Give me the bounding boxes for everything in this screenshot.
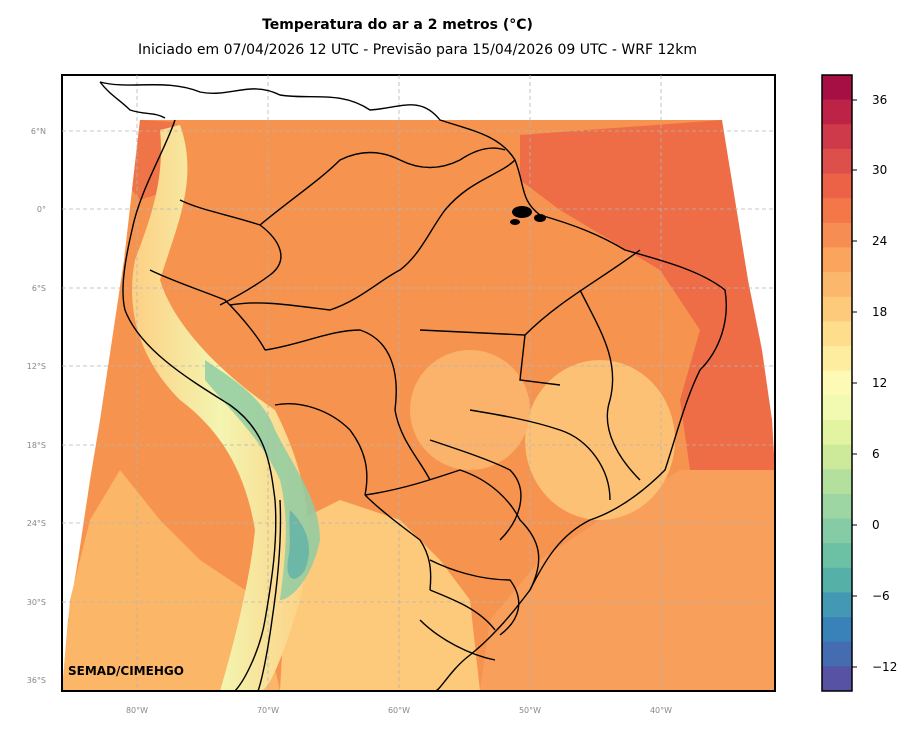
lon-label: 60°W: [388, 706, 410, 715]
lat-label: 36°S: [27, 676, 46, 685]
colorbar-segment: [822, 222, 852, 248]
south-land-cool: [280, 500, 480, 691]
colorbar-segment: [822, 592, 852, 618]
lat-label: 12°S: [27, 362, 46, 371]
colorbar-segment: [822, 419, 852, 446]
colorbar-tick-label: 24: [872, 234, 887, 248]
central-america: [99, 81, 166, 119]
border-peru: [149, 269, 266, 351]
ocean-warm-zone: [520, 120, 775, 470]
south-cool-zone: [62, 470, 280, 691]
colorbar-segment: [822, 99, 852, 125]
lon-label: 80°W: [126, 706, 148, 715]
colorbar-segment: [822, 444, 852, 470]
continent-outline: [99, 81, 727, 691]
colorbar-segment: [822, 75, 852, 101]
colorbar-tick-label: 0: [872, 518, 880, 532]
colorbar-ticks: 36 30 24 18 12 6 0 −6 −12: [852, 93, 897, 674]
colorbar-segment: [822, 543, 852, 569]
lat-label: 30°S: [27, 598, 46, 607]
colorbar-segment: [822, 469, 852, 495]
border-colombia: [179, 199, 282, 306]
lat-label: 24°S: [27, 519, 46, 528]
lat-label: 6°S: [32, 284, 46, 293]
graticule: [62, 75, 775, 691]
state-line-4: [469, 409, 611, 501]
state-line-1: [419, 329, 561, 386]
lat-label: 18°S: [27, 441, 46, 450]
west-coast: [122, 119, 277, 691]
temperature-field: [62, 120, 775, 691]
colorbar-segment: [822, 370, 852, 396]
brazil-highlands: [525, 360, 675, 520]
credit-label: SEMAD/CIMEHGO: [68, 664, 184, 678]
country-borders: [99, 81, 727, 691]
state-line-5: [429, 439, 522, 541]
lat-label: 6°N: [31, 127, 46, 136]
colorbar-segment: [822, 247, 852, 273]
colorbar-segment: [822, 148, 852, 175]
colorbar-tick-label: −12: [872, 660, 897, 674]
andes-very-cold: [287, 510, 310, 579]
colorbar: [822, 75, 852, 692]
colorbar-segment: [822, 346, 852, 372]
border-argentina-chile: [257, 499, 282, 691]
border-uruguay: [429, 589, 496, 631]
map-frame: [61, 74, 776, 692]
longitude-labels: 80°W 70°W 60°W 50°W 40°W: [126, 706, 672, 715]
colorbar-tick-label: −6: [872, 589, 890, 603]
colorbar-segment: [822, 518, 852, 544]
colorbar-tick-label: 36: [872, 93, 887, 107]
border-bolivia: [274, 403, 368, 496]
state-line-3: [579, 289, 641, 481]
colorbar-tick-label: 6: [872, 447, 880, 461]
colorbar-segment: [822, 124, 852, 150]
lon-label: 50°W: [519, 706, 541, 715]
brazil-border-south: [364, 469, 540, 591]
colorbar-segment: [822, 198, 852, 224]
border-guyanas: [399, 147, 506, 169]
andes-corridor: [132, 125, 309, 691]
brazil-border-west: [264, 329, 431, 481]
colorbar-segment: [822, 321, 852, 347]
south-atlantic-mid: [480, 470, 775, 691]
lon-label: 70°W: [257, 706, 279, 715]
colorbar-segment: [822, 173, 852, 199]
colorbar-tick-label: 30: [872, 163, 887, 177]
brazil-border-north: [229, 159, 516, 311]
colorbar-segment: [822, 493, 852, 520]
colorbar-segment: [822, 567, 852, 593]
border-venezuela: [259, 151, 401, 226]
map-subtitle: Iniciado em 07/04/2026 12 UTC - Previsão…: [137, 42, 698, 58]
colorbar-segment: [822, 641, 852, 667]
colorbar-tick-label: 18: [872, 305, 887, 319]
colorbar-segment: [822, 272, 852, 298]
state-line-7: [419, 619, 496, 661]
state-line-6: [429, 559, 520, 636]
colorbar-segment: [822, 395, 852, 421]
colorbar-segment: [822, 666, 852, 692]
colorbar-tick-label: 12: [872, 376, 887, 390]
amazon-delta: [510, 206, 546, 225]
lat-label: 0°: [37, 205, 46, 214]
colorbar-segment: [822, 296, 852, 322]
latitude-labels: 6°N 0° 6°S 12°S 18°S 24°S 30°S 36°S: [27, 127, 46, 685]
colorbar-segment: [822, 617, 852, 643]
lon-label: 40°W: [650, 706, 672, 715]
map-title: Temperatura do ar a 2 metros (°C): [262, 17, 533, 33]
border-paraguay: [364, 494, 432, 591]
